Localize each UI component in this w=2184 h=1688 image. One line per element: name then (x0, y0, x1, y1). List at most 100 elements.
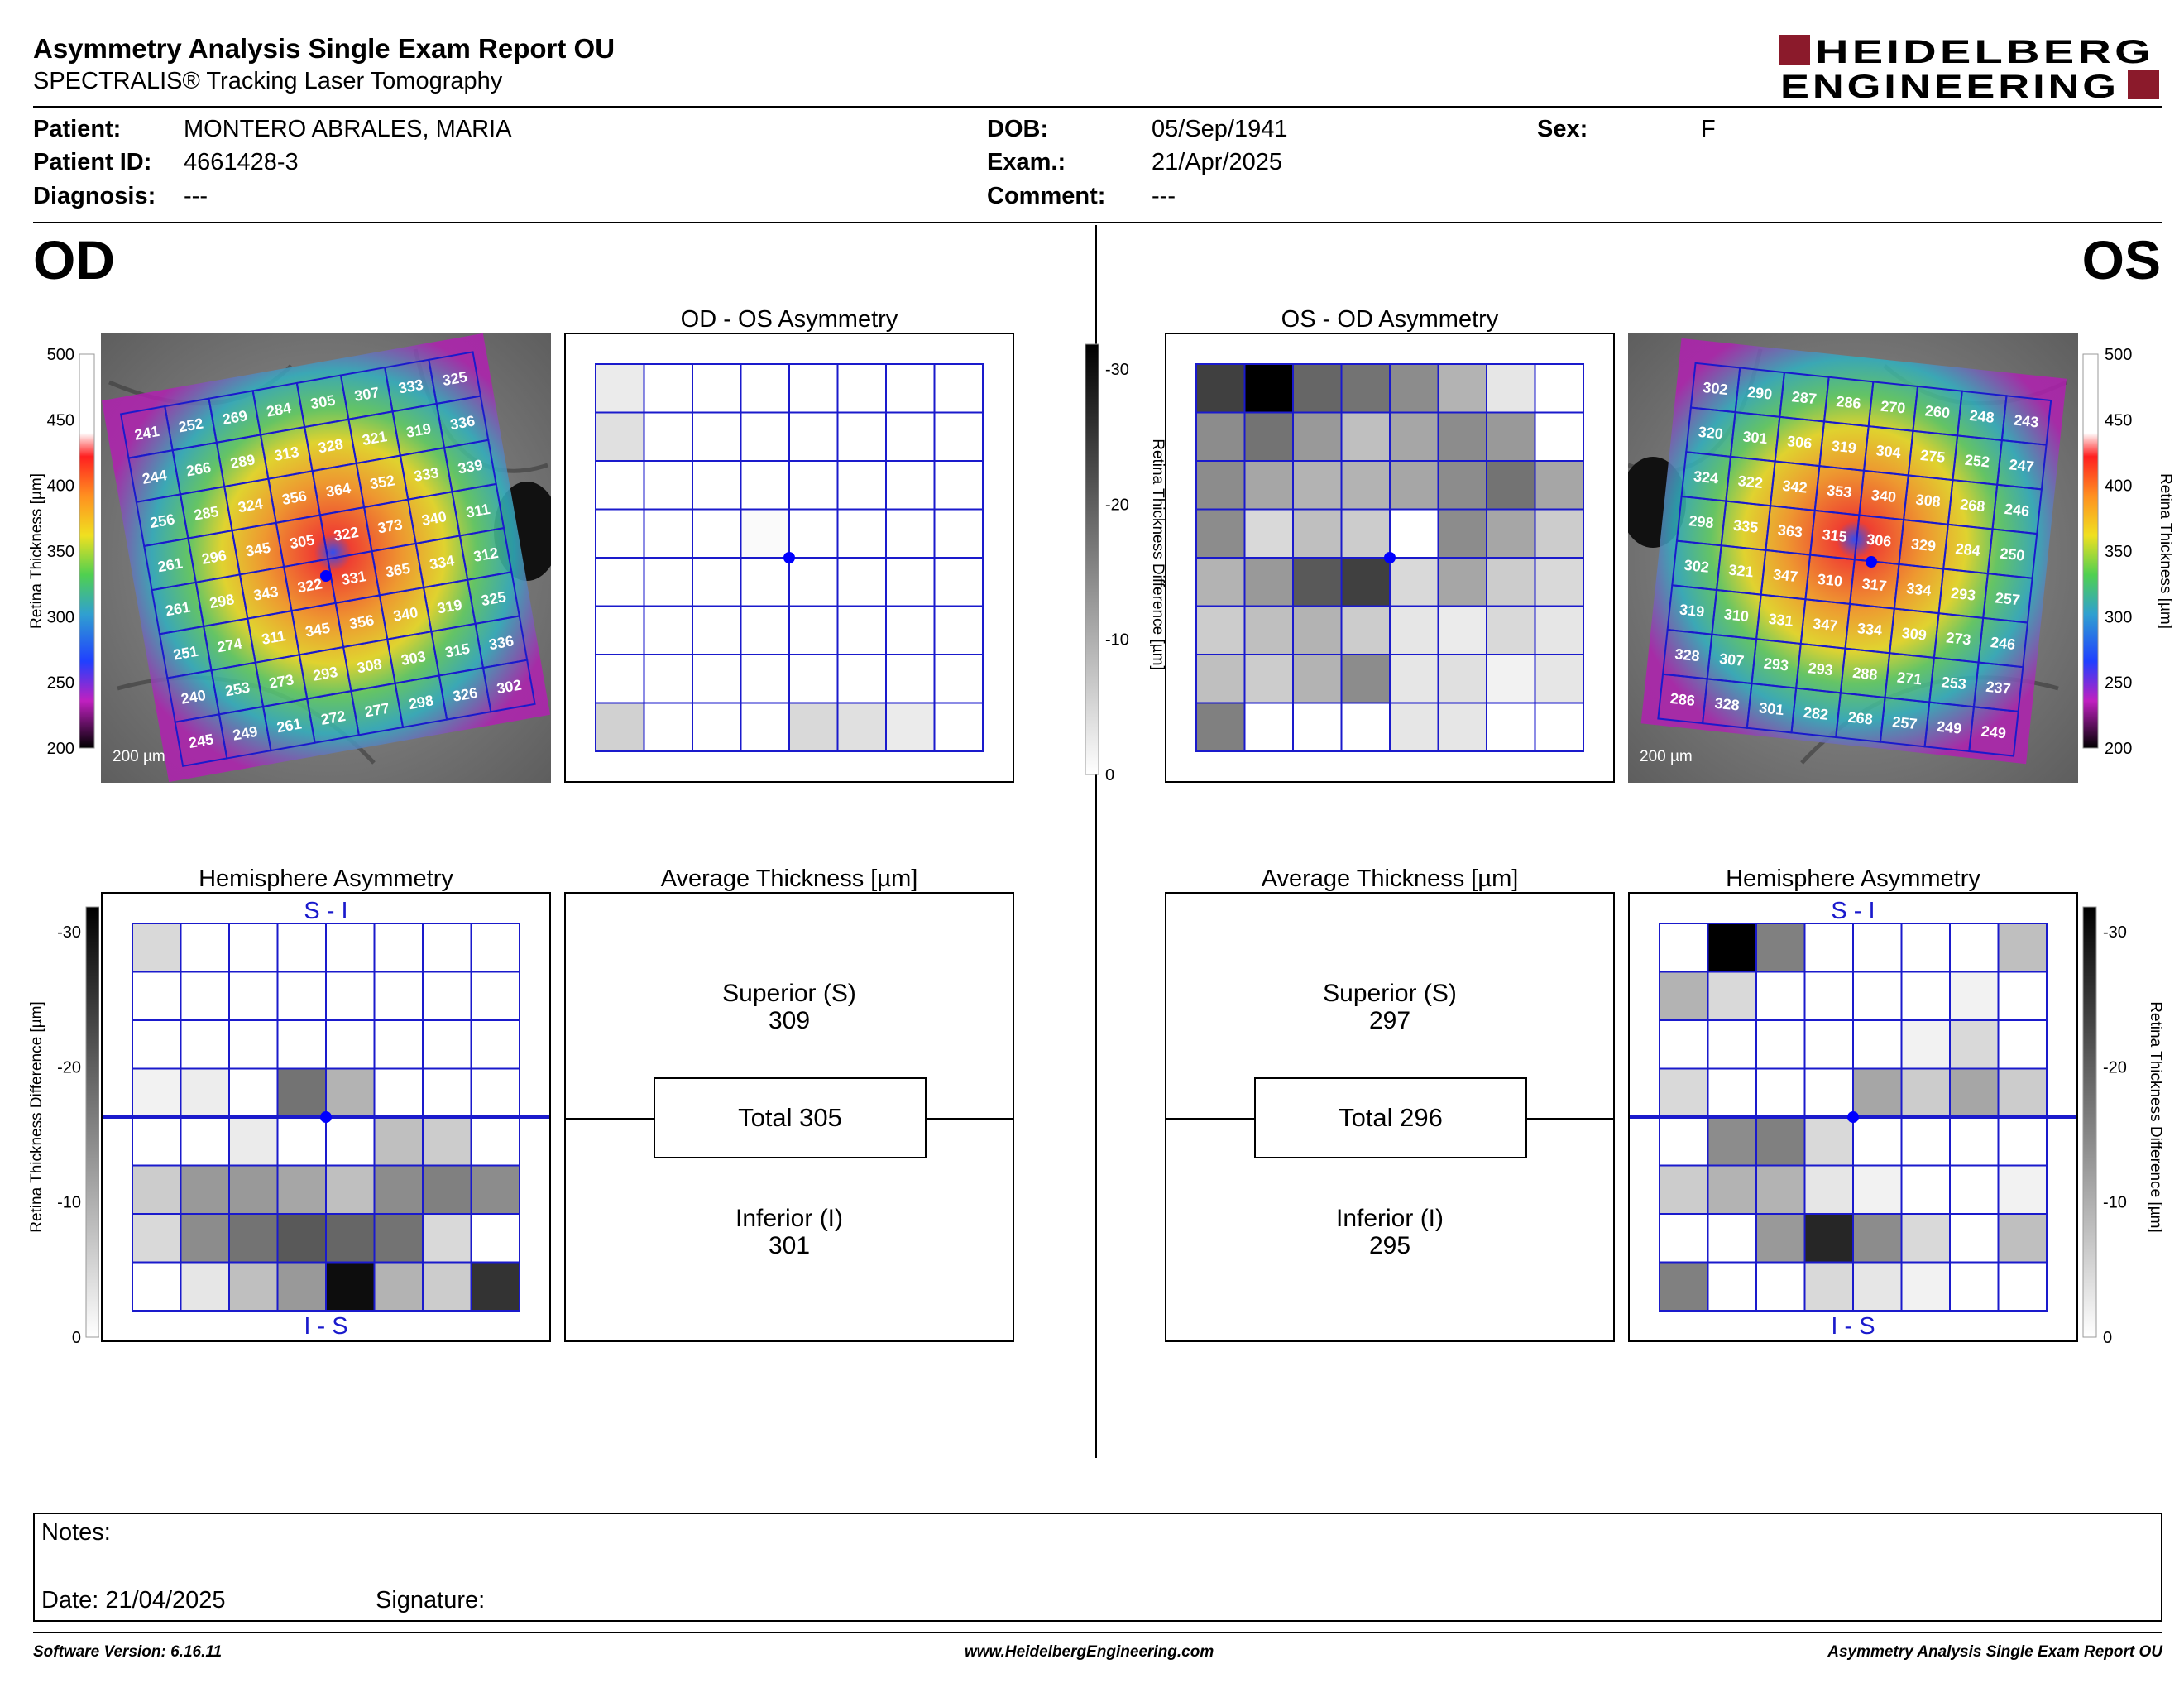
dob-value: 05/Sep/1941 (1152, 116, 1288, 142)
od-hemi-cell (422, 1164, 472, 1215)
date-label: Date: 21/04/2025 (41, 1587, 226, 1614)
os-asym-cell (1195, 557, 1246, 607)
os-asym-cell (1340, 654, 1391, 704)
os-hemi-cell (1852, 1067, 1903, 1118)
od-total-box: Total 305 (654, 1077, 927, 1158)
od-hemi-cell (373, 923, 424, 973)
os-thickness-value: 310 (1817, 571, 1843, 590)
os-asym-cell (1195, 702, 1246, 752)
os-hemi-cell (1707, 1019, 1757, 1070)
os-thickness-value: 268 (1959, 496, 1985, 515)
os-asym-cell (1486, 702, 1536, 752)
os-asym-cell (1389, 557, 1439, 607)
od-fundus-thickness-map: 241 252 269 284 305 307 333 325 244 266 289 313 328 3… (101, 333, 560, 783)
os-thickness-value: 288 (1851, 664, 1878, 683)
od-hemi-cell (228, 1164, 279, 1215)
os-hemi-cell (1997, 923, 2048, 973)
os-hemi-cell (1803, 1067, 1854, 1118)
footer-url[interactable]: www.HeidelbergEngineering.com (965, 1643, 1214, 1661)
os-asym-cell (1340, 363, 1391, 414)
mid-diff-scale-tick: 0 (1105, 766, 1114, 784)
od-asym-cell (885, 605, 936, 655)
od-asym-cell (740, 702, 790, 752)
od-hemi-cell (180, 1116, 230, 1167)
od-hemi-cell (132, 1164, 182, 1215)
os-thickness-value: 363 (1777, 521, 1803, 540)
od-hemi-cell (228, 971, 279, 1021)
os-thickness-scale-tick: 400 (2105, 477, 2132, 496)
os-hemi-cell (1803, 1164, 1854, 1215)
footer-divider (33, 1632, 2162, 1633)
os-thickness-value: 293 (1808, 659, 1834, 679)
os-hemi-cell (1803, 923, 1854, 973)
os-thickness-value: 249 (1980, 722, 2007, 741)
od-hemi-cell (276, 1116, 327, 1167)
os-asym-cell (1389, 411, 1439, 462)
od-hemi-cell (228, 1213, 279, 1264)
os-hemi-cell (1707, 923, 1757, 973)
od-hemi-cell (228, 1019, 279, 1070)
od-hemi-diff-scale: -30 -20 -10 0 Retina Thickness Difference [µ… (17, 902, 100, 1349)
os-thickness-value: 271 (1896, 669, 1923, 688)
od-asym-cell (788, 363, 839, 414)
os-hemi-cell (1803, 1261, 1854, 1312)
od-asym-cell (643, 605, 693, 655)
patient-label: Patient: (33, 116, 122, 142)
os-thickness-scale: 500 450 400 350 300 250 200 Retina Thickness [µ… (2081, 346, 2174, 778)
od-asym-cell (643, 654, 693, 704)
os-thickness-value: 308 (1915, 492, 1942, 511)
os-hemi-cell (1997, 1067, 2048, 1118)
os-hemi-cell (1900, 971, 1951, 1021)
os-thickness-value: 306 (1866, 531, 1892, 550)
center-divider (1095, 225, 1097, 1458)
os-hemi-cell (1997, 1261, 2048, 1312)
od-hemi-cell (132, 1067, 182, 1118)
os-asym-cell (1389, 605, 1439, 655)
od-asym-cell (692, 557, 742, 607)
os-hemi-cell (1900, 1213, 1951, 1264)
os-hemi-cell (1997, 1116, 2048, 1167)
od-asym-cell (740, 508, 790, 559)
os-asym-cell (1340, 411, 1391, 462)
os-asym-panel (1165, 333, 1615, 783)
report-title: Asymmetry Analysis Single Exam Report OU (33, 33, 615, 64)
os-inferior-value: 295 (1368, 1232, 1411, 1259)
os-asym-cell (1389, 702, 1439, 752)
od-thickness-scale-tick: 500 (47, 348, 74, 364)
os-hemi-cell (1803, 1116, 1854, 1167)
os-thickness-scale-tick: 450 (2105, 411, 2132, 429)
od-asym-cell (595, 557, 645, 607)
od-scale-bar: 200 µm (113, 748, 165, 765)
notes-box[interactable]: Notes: Date: 21/04/2025 Signature: (33, 1513, 2162, 1622)
os-hemi-cell (1659, 923, 1709, 973)
od-hemi-cell (325, 1067, 376, 1118)
od-hemi-cell (276, 1213, 327, 1264)
od-hemi-cell (325, 1261, 376, 1312)
os-thickness-value: 293 (1763, 655, 1789, 674)
od-asym-cell (836, 363, 887, 414)
os-hemi-cell (1949, 1213, 2000, 1264)
os-asym-cell (1292, 702, 1343, 752)
od-hemi-cell (422, 971, 472, 1021)
os-thickness-value: 335 (1732, 517, 1759, 536)
os-superior-value: 297 (1368, 1007, 1411, 1034)
patient-id: 4661428-3 (184, 149, 299, 175)
os-hemi-scale-bar (2082, 906, 2097, 1338)
os-thickness-value: 270 (1880, 398, 1906, 417)
os-hemi-cell (1900, 923, 1951, 973)
od-hemi-scale-tick: -10 (57, 1194, 81, 1212)
os-asym-cell (1195, 654, 1246, 704)
os-thickness-value: 248 (1969, 407, 1995, 426)
header-divider (33, 106, 2162, 108)
notes-label: Notes: (41, 1519, 111, 1546)
os-hemi-bottom-label: I - S (1831, 1313, 1875, 1340)
od-hemi-panel: S - I I - S (101, 892, 551, 1342)
od-hemi-cell (228, 1116, 279, 1167)
os-hemi-scale-tick: 0 (2103, 1329, 2112, 1347)
od-superior-label: Superior (S) (722, 980, 856, 1007)
od-asym-cell (692, 411, 742, 462)
os-thickness-value: 257 (1995, 589, 2021, 608)
svg-text:ENGINEERING: ENGINEERING (1780, 69, 2119, 103)
od-thickness-scale: 500 450 400 350 300 250 200 Retina Thickness [µ… (17, 346, 99, 778)
os-asym-cell (1243, 605, 1294, 655)
